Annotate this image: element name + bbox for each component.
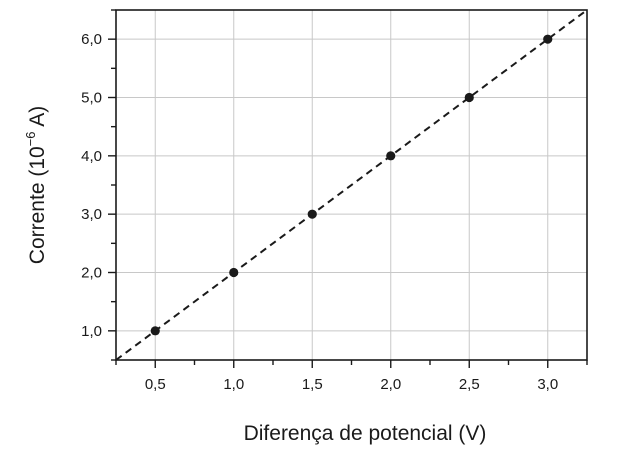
y-axis-label: Corrente (10−6 A) (23, 106, 49, 264)
data-point (307, 209, 317, 219)
y-tick-label: 5,0 (81, 90, 102, 107)
x-axis-label: Diferença de potencial (V) (244, 422, 487, 445)
fit-line-layer (115, 9, 588, 361)
y-axis-label-main: Corrente (10 (26, 146, 49, 264)
y-axis-label-exponent: −6 (23, 131, 38, 146)
data-point (543, 34, 553, 44)
y-tick-label: 6,0 (81, 31, 102, 48)
x-tick-label: 2,5 (459, 376, 480, 393)
data-point (150, 326, 160, 336)
y-tick-label: 1,0 (81, 323, 102, 340)
y-axis-label-unit: A) (26, 106, 49, 132)
y-tick-label: 3,0 (81, 206, 102, 223)
data-point (464, 92, 474, 103)
axis-ticks (108, 9, 588, 368)
y-tick-labels: 1,0 2,0 3,0 4,0 5,0 6,0 (81, 31, 102, 340)
x-tick-label: 2,0 (380, 376, 401, 393)
data-point (229, 267, 239, 278)
grid (116, 10, 587, 360)
dashed-fit-line (115, 9, 588, 361)
x-tick-label: 0,5 (145, 376, 166, 393)
x-tick-label: 3,0 (537, 376, 558, 393)
x-tick-label: 1,0 (223, 376, 244, 393)
y-tick-label: 2,0 (81, 265, 102, 282)
x-tick-label: 1,5 (302, 376, 323, 393)
data-points (150, 34, 553, 336)
y-tick-label: 4,0 (81, 148, 102, 165)
x-tick-labels: 0,5 1,0 1,5 2,0 2,5 3,0 (145, 376, 558, 393)
data-point (386, 151, 396, 161)
